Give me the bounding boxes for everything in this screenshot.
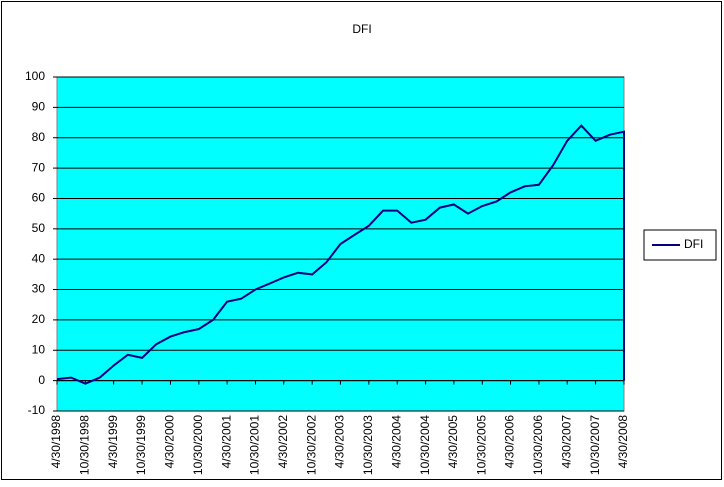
y-tick-label: 10 xyxy=(32,342,46,356)
x-tick-label: 10/30/2000 xyxy=(191,415,205,475)
x-tick-label: 4/30/2004 xyxy=(389,415,403,469)
y-tick-label: 0 xyxy=(38,373,45,387)
y-tick-label: 60 xyxy=(32,191,46,205)
x-tick-label: 10/30/2006 xyxy=(531,415,545,475)
x-tick-label: 4/30/2007 xyxy=(559,415,573,469)
y-tick-label: 80 xyxy=(32,130,46,144)
y-tick-label: 90 xyxy=(32,100,46,114)
x-tick-label: 4/30/2002 xyxy=(276,415,290,469)
x-tick-label: 4/30/2005 xyxy=(446,415,460,469)
data-line xyxy=(56,124,625,385)
x-tick-label: 10/30/1998 xyxy=(78,415,92,475)
y-tick-label: -10 xyxy=(28,403,46,417)
x-tick-label: 4/30/2003 xyxy=(333,415,347,469)
x-tick-label: 4/30/1999 xyxy=(106,415,120,469)
x-tick-label: 10/30/2001 xyxy=(248,415,262,475)
legend-label: DFI xyxy=(684,237,703,251)
x-tick-label: 4/30/2000 xyxy=(163,415,177,469)
chart-title: DFI xyxy=(352,22,371,36)
x-tick-label: 10/30/2004 xyxy=(418,415,432,475)
x-tick-label: 10/30/2007 xyxy=(588,415,602,475)
x-tick-label: 4/30/1998 xyxy=(49,415,63,469)
y-tick-label: 20 xyxy=(32,312,46,326)
x-tick-label: 4/30/2001 xyxy=(219,415,233,469)
x-tick-label: 4/30/2008 xyxy=(616,415,630,469)
x-tick-label: 10/30/2005 xyxy=(474,415,488,475)
x-tick-label: 10/30/2003 xyxy=(361,415,375,475)
y-tick-label: 30 xyxy=(32,282,46,296)
y-tick-label: 70 xyxy=(32,160,46,174)
x-tick-label: 10/30/2002 xyxy=(304,415,318,475)
x-tick-label: 4/30/2006 xyxy=(503,415,517,469)
x-tick-label: 10/30/1999 xyxy=(134,415,148,475)
y-tick-label: 100 xyxy=(25,69,45,83)
y-tick-label: 50 xyxy=(32,221,46,235)
y-tick-label: 40 xyxy=(32,251,46,265)
